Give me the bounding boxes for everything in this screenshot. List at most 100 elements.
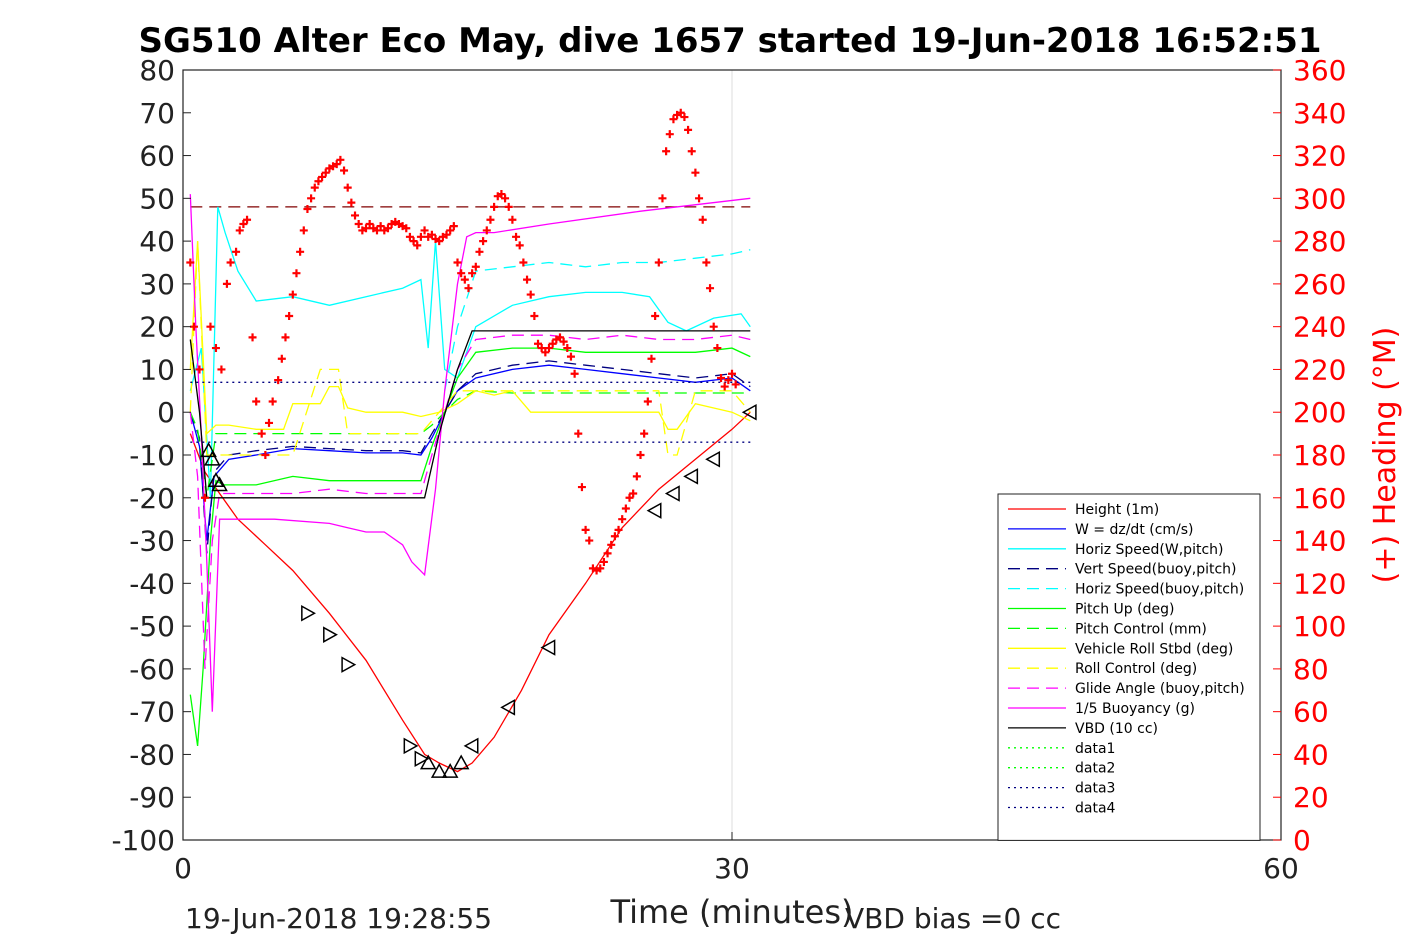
- triangle-marker: [341, 656, 357, 673]
- legend-label: data3: [1075, 781, 1115, 797]
- heading-point: [621, 504, 630, 513]
- y-tick-label: -50: [129, 610, 175, 643]
- right-y-tick-label: 220: [1293, 353, 1346, 386]
- right-y-axis: 3603403203002802602402202001801601401201…: [1273, 54, 1346, 857]
- triangle-marker: [463, 737, 479, 755]
- heading-point: [222, 279, 231, 288]
- heading-point: [189, 322, 198, 331]
- heading-point: [479, 237, 488, 246]
- legend-label: Pitch Up (deg): [1075, 602, 1174, 618]
- heading-point: [647, 354, 656, 363]
- y-tick-label: 0: [157, 396, 175, 429]
- heading-point: [354, 220, 363, 228]
- heading-point: [299, 226, 308, 235]
- right-y-tick-label: 120: [1293, 567, 1346, 600]
- y-tick-label: -30: [129, 525, 175, 558]
- heading-point: [285, 311, 294, 320]
- heading-point: [232, 247, 241, 256]
- y-tick-label: -90: [129, 781, 175, 814]
- heading-point: [614, 525, 623, 534]
- right-y-tick-label: 160: [1293, 482, 1346, 515]
- triangle-marker: [419, 754, 437, 770]
- heading-point: [446, 226, 455, 235]
- heading-point: [618, 515, 627, 524]
- heading-point: [559, 337, 568, 346]
- heading-point: [596, 564, 605, 573]
- series-line-4: [444, 249, 751, 391]
- triangle-marker: [301, 605, 316, 622]
- heading-point: [717, 374, 726, 382]
- heading-point: [728, 369, 736, 378]
- heading-point: [265, 418, 274, 427]
- x-tick-label: 60: [1263, 852, 1299, 885]
- y-tick-label: 20: [139, 311, 175, 344]
- y-tick-label: -20: [129, 482, 175, 515]
- series-line-11: [189, 330, 751, 499]
- footer-vbd-bias: VBD bias =0 cc: [845, 902, 1061, 935]
- heading-point: [695, 194, 704, 203]
- heading-point: [607, 540, 616, 549]
- legend-label: Roll Control (deg): [1075, 661, 1197, 677]
- right-y-tick-label: 300: [1293, 182, 1346, 215]
- heading-point: [336, 155, 345, 164]
- heading-point: [409, 237, 418, 246]
- heading-point: [490, 202, 499, 211]
- heading-point: [603, 549, 612, 558]
- heading-point: [508, 215, 517, 224]
- triangle-marker: [540, 639, 556, 656]
- heading-point: [268, 397, 277, 406]
- heading-points-layer: [186, 108, 740, 575]
- y-tick-label: 60: [139, 140, 175, 173]
- heading-point: [541, 348, 550, 357]
- legend-label: Horiz Speed(buoy,pitch): [1075, 582, 1244, 598]
- series-line-8: [189, 241, 751, 456]
- y-tick-label: -80: [129, 738, 175, 771]
- heading-point: [486, 215, 495, 224]
- right-y-tick-label: 240: [1293, 311, 1346, 344]
- triangle-marker: [441, 763, 459, 778]
- heading-point: [453, 258, 462, 267]
- heading-point: [460, 275, 469, 284]
- triangle-marker: [211, 476, 228, 492]
- x-axis: 0 30 60: [174, 832, 1299, 885]
- heading-point: [420, 226, 429, 235]
- heading-point: [537, 344, 546, 353]
- heading-point: [321, 168, 330, 177]
- heading-point: [504, 202, 513, 211]
- heading-point: [252, 397, 261, 406]
- heading-point: [534, 339, 543, 348]
- footer-timestamp: 19-Jun-2018 19:28:55: [185, 902, 492, 935]
- x-axis-label: Time (minutes): [610, 893, 854, 931]
- heading-point: [512, 232, 521, 241]
- heading-point: [248, 333, 257, 342]
- heading-point: [658, 194, 667, 203]
- heading-point: [709, 322, 718, 331]
- right-y-tick-label: 340: [1293, 97, 1346, 130]
- y-tick-label: 50: [139, 182, 175, 215]
- triangle-marker: [430, 763, 448, 778]
- heading-point: [281, 333, 290, 342]
- series-line-7: [189, 241, 751, 436]
- legend-label: Vehicle Roll Stbd (deg): [1075, 641, 1233, 657]
- triangle-marker: [741, 403, 757, 421]
- y-tick-label: 80: [139, 54, 175, 87]
- heading-point: [226, 258, 235, 267]
- series-line-9: [189, 334, 751, 669]
- heading-point: [629, 489, 638, 498]
- heading-point: [372, 226, 381, 235]
- heading-point: [217, 365, 226, 374]
- legend-box: [997, 493, 1261, 841]
- right-y-tick-label: 180: [1293, 439, 1346, 472]
- heading-point: [310, 183, 319, 192]
- legend-label: Vert Speed(buoy,pitch): [1075, 562, 1237, 578]
- triangle-marker: [200, 442, 217, 458]
- heading-point: [676, 108, 685, 117]
- triangle-marker: [683, 468, 699, 485]
- y-tick-label: -60: [129, 653, 175, 686]
- heading-point: [457, 269, 466, 278]
- heading-point: [731, 380, 740, 389]
- heading-point: [599, 557, 608, 566]
- heading-point: [482, 226, 491, 235]
- heading-point: [610, 532, 619, 541]
- heading-point: [515, 241, 524, 250]
